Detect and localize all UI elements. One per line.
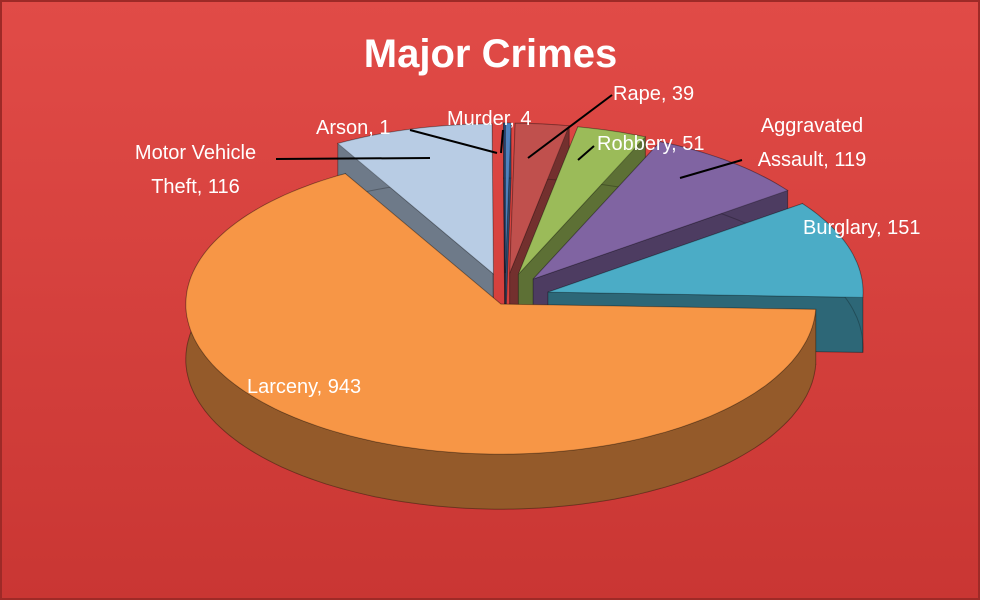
leader-line	[409, 129, 498, 154]
data-label: Larceny, 943	[247, 376, 362, 398]
slice	[509, 122, 570, 274]
data-label: Robbery, 51	[597, 133, 705, 155]
leader-line	[527, 94, 613, 159]
slice	[504, 122, 512, 274]
data-label: Aggravated Assault, 119	[757, 115, 867, 171]
data-label: Burglary, 151	[803, 217, 921, 239]
data-label: Motor Vehicle Theft, 116	[134, 142, 257, 198]
leader-line	[679, 159, 743, 179]
leader-line	[577, 145, 595, 161]
data-label: Arson, 1	[316, 117, 391, 139]
slice	[547, 203, 864, 298]
leader-line	[275, 157, 431, 160]
leader-line	[500, 129, 504, 154]
data-label: Rape, 39	[613, 83, 695, 105]
data-label: Murder, 4	[447, 108, 532, 130]
pie	[185, 122, 864, 510]
slice	[517, 126, 647, 275]
slice	[185, 173, 817, 455]
slice	[532, 141, 789, 280]
chart-title: Major Crimes	[363, 32, 618, 76]
leader-lines	[275, 94, 743, 179]
slice	[336, 123, 494, 275]
